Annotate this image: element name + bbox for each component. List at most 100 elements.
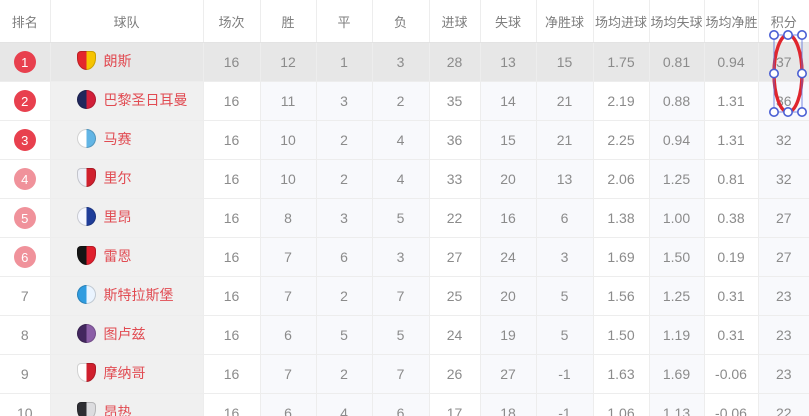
- draw-cell: 2: [316, 120, 373, 160]
- pts-cell: 32: [758, 159, 809, 199]
- draw-cell: 4: [316, 393, 373, 416]
- gf-cell: 27: [429, 237, 481, 277]
- avg_ga-cell: 1.25: [649, 159, 705, 199]
- team-name[interactable]: 图卢兹: [103, 325, 146, 342]
- loss-cell: 5: [372, 198, 430, 238]
- avg_ga-cell: 1.25: [649, 276, 705, 316]
- avg_gd-cell: 1.31: [704, 81, 759, 121]
- team-name[interactable]: 马赛: [103, 130, 132, 147]
- table-row: 3 马赛 16 10 2 4 36 15 21 2.25 0.94 1.31 32: [0, 120, 809, 160]
- annotation-handle[interactable]: [768, 68, 779, 79]
- rank-cell: 6: [0, 237, 51, 277]
- annotation-handle[interactable]: [768, 107, 779, 118]
- team-wrap: 昂热: [76, 402, 132, 416]
- draw-cell: 5: [316, 315, 373, 355]
- ga-cell: 20: [480, 276, 537, 316]
- team-wrap: 里尔: [76, 168, 132, 188]
- loss-cell: 6: [372, 393, 430, 416]
- rank-text: 8: [20, 327, 29, 343]
- table-row: 5 里昂 16 8 3 5 22 16 6 1.38 1.00 0.38 27: [0, 198, 809, 238]
- avg_gf-cell: 1.69: [593, 237, 650, 277]
- annotation-handle[interactable]: [782, 107, 793, 118]
- pts-cell: 22: [758, 393, 809, 416]
- avg_ga-cell: 1.13: [649, 393, 705, 416]
- avg_gf-cell: 2.25: [593, 120, 650, 160]
- team-name[interactable]: 里尔: [103, 169, 132, 186]
- team-name[interactable]: 雷恩: [103, 247, 132, 264]
- rank-badge: 1: [13, 51, 36, 73]
- avg_ga-cell: 0.88: [649, 81, 705, 121]
- rank-badge: 3: [13, 129, 36, 151]
- team-cell: 昂热: [50, 393, 204, 416]
- annotation-handles: [768, 30, 807, 118]
- matches-cell: 16: [203, 42, 261, 82]
- avg_gd-cell: 0.38: [704, 198, 759, 238]
- team-cell: 里昂: [50, 198, 204, 238]
- team-logo-icon: [76, 402, 96, 416]
- team-wrap: 斯特拉斯堡: [76, 285, 174, 305]
- draw-cell: 2: [316, 159, 373, 199]
- draw-cell: 2: [316, 276, 373, 316]
- ga-cell: 24: [480, 237, 537, 277]
- annotation-handle[interactable]: [796, 68, 807, 79]
- gf-cell: 25: [429, 276, 481, 316]
- annotation-handle[interactable]: [768, 30, 779, 40]
- rank-cell: 9: [0, 354, 51, 394]
- team-cell: 巴黎圣日耳曼: [50, 81, 204, 121]
- matches-cell: 16: [203, 198, 261, 238]
- avg_gd-cell: 1.31: [704, 120, 759, 160]
- annotation-handle[interactable]: [796, 30, 807, 40]
- table-row: 6 雷恩 16 7 6 3 27 24 3 1.69 1.50 0.19 27: [0, 237, 809, 277]
- draw-cell: 2: [316, 354, 373, 394]
- ga-cell: 16: [480, 198, 537, 238]
- pts-cell: 27: [758, 198, 809, 238]
- matches-cell: 16: [203, 120, 261, 160]
- team-name[interactable]: 昂热: [103, 403, 132, 416]
- gd-cell: -1: [536, 393, 594, 416]
- team-logo-icon: [76, 363, 96, 383]
- loss-cell: 7: [372, 276, 430, 316]
- matches-cell: 16: [203, 315, 261, 355]
- gf-cell: 33: [429, 159, 481, 199]
- avg_gf-cell: 2.06: [593, 159, 650, 199]
- table-row: 2 巴黎圣日耳曼 16 11 3 2 35 14 21 2.19 0.88 1.31 36: [0, 81, 809, 121]
- team-name[interactable]: 摩纳哥: [103, 364, 146, 381]
- matches-cell: 16: [203, 237, 261, 277]
- team-wrap: 朗斯: [76, 51, 132, 71]
- win-cell: 6: [260, 315, 317, 355]
- rank-cell: 3: [0, 120, 51, 160]
- avg_gd-cell: 0.31: [704, 315, 759, 355]
- table-body: 1 朗斯 16 12 1 3 28 13 15 1.75 0.81 0.94 37 2 巴黎圣日耳曼 16 11…: [0, 42, 809, 416]
- win-cell: 6: [260, 393, 317, 416]
- gd-cell: 21: [536, 81, 594, 121]
- team-name[interactable]: 里昂: [103, 208, 132, 225]
- header-loss: 负: [372, 0, 430, 43]
- gd-cell: 5: [536, 315, 594, 355]
- matches-cell: 16: [203, 276, 261, 316]
- team-logo-icon: [76, 90, 96, 110]
- table-row: 4 里尔 16 10 2 4 33 20 13 2.06 1.25 0.81 32: [0, 159, 809, 199]
- loss-cell: 2: [372, 81, 430, 121]
- avg_gd-cell: 0.81: [704, 159, 759, 199]
- team-name[interactable]: 斯特拉斯堡: [103, 286, 174, 303]
- avg_gd-cell: -0.06: [704, 354, 759, 394]
- loss-cell: 4: [372, 120, 430, 160]
- rank-cell: 10: [0, 393, 51, 416]
- loss-cell: 7: [372, 354, 430, 394]
- team-logo-icon: [76, 207, 96, 227]
- team-logo-icon: [76, 246, 96, 266]
- gd-cell: 5: [536, 276, 594, 316]
- gf-cell: 26: [429, 354, 481, 394]
- annotation-handle[interactable]: [796, 107, 807, 118]
- ga-cell: 18: [480, 393, 537, 416]
- loss-cell: 5: [372, 315, 430, 355]
- draw-cell: 3: [316, 81, 373, 121]
- team-name[interactable]: 巴黎圣日耳曼: [103, 91, 188, 108]
- win-cell: 11: [260, 81, 317, 121]
- team-cell: 里尔: [50, 159, 204, 199]
- team-name[interactable]: 朗斯: [103, 52, 132, 69]
- win-cell: 7: [260, 237, 317, 277]
- annotation-handle[interactable]: [782, 30, 793, 40]
- draw-cell: 1: [316, 42, 373, 82]
- avg_gf-cell: 1.50: [593, 315, 650, 355]
